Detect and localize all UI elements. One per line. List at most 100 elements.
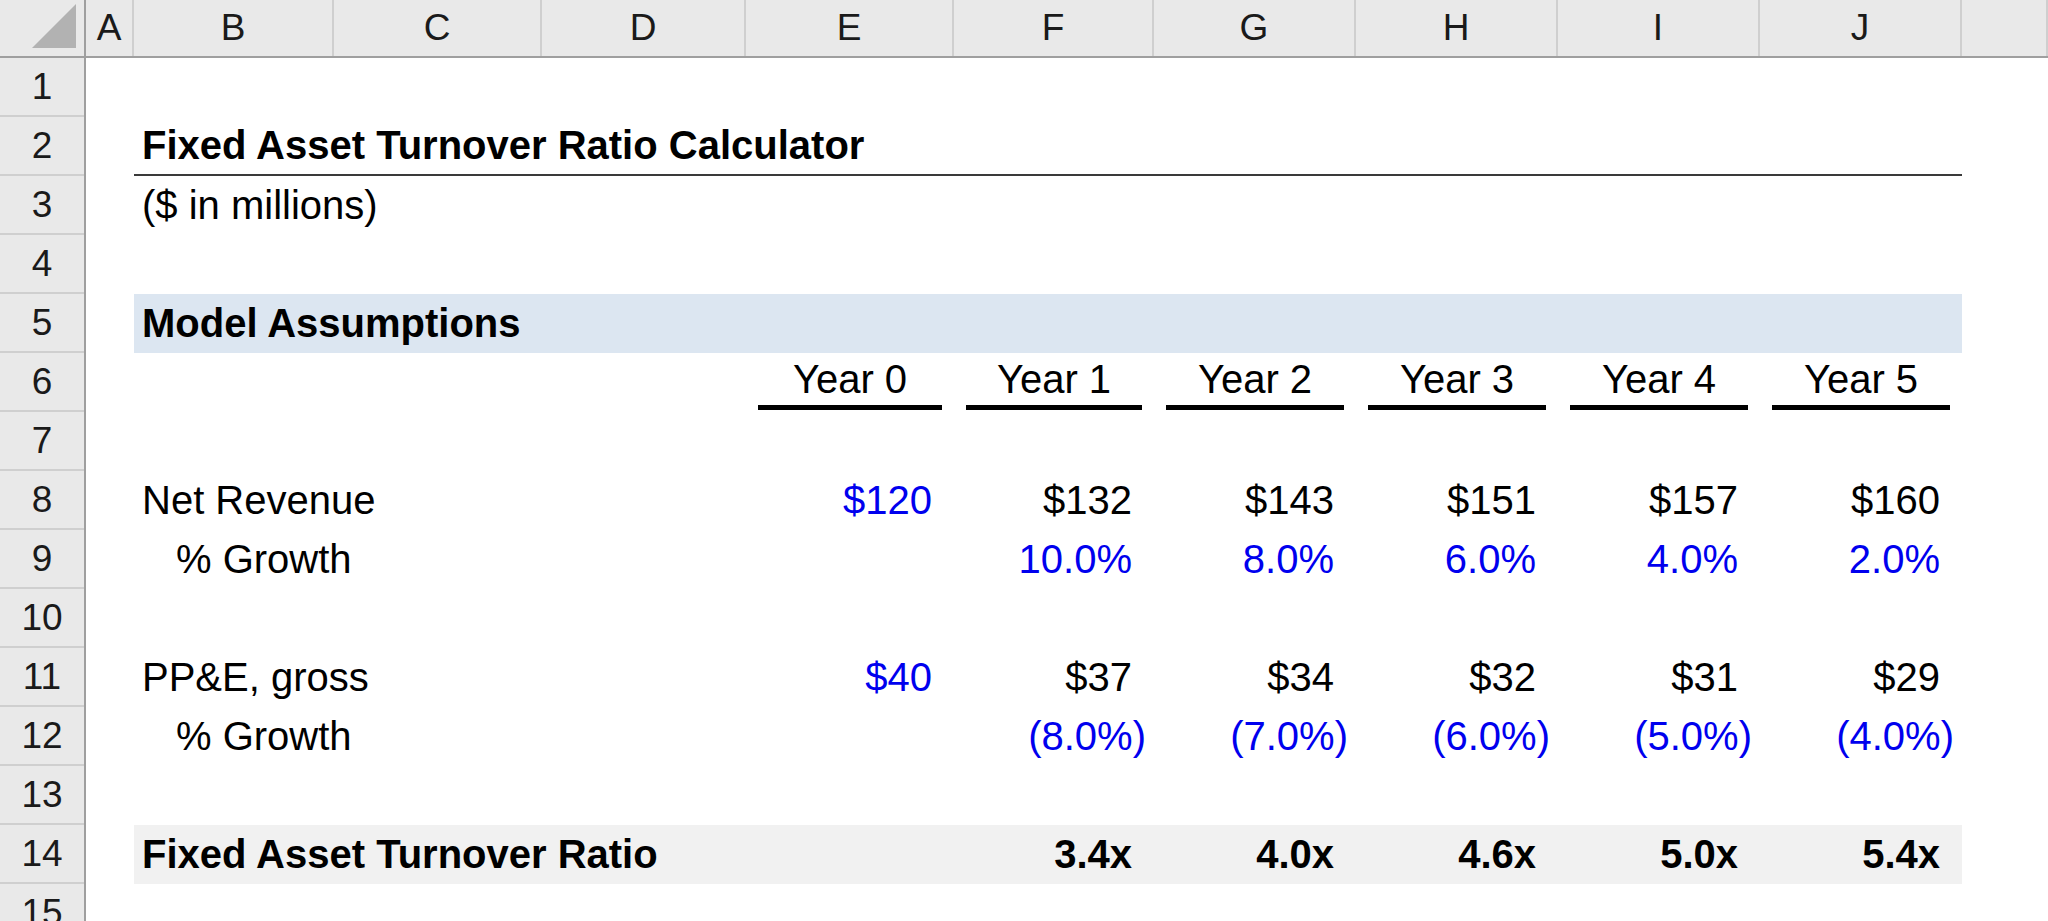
ppe-growth-year4-input-cell[interactable]: (5.0%) [1558, 707, 1760, 766]
revenue-growth-year3-input-cell[interactable]: 6.0% [1356, 530, 1558, 589]
revenue-growth-year4-input-cell[interactable]: 4.0% [1558, 530, 1760, 589]
cell-spacer[interactable] [542, 353, 746, 412]
spreadsheet: A B C D E F G H I J 1 2 3 4 5 6 7 8 9 10… [0, 0, 2048, 921]
column-header-k-partial[interactable] [1962, 0, 2048, 56]
year-header-cell-year4[interactable]: Year 4 [1558, 353, 1760, 412]
accounting-underline: Year 0 [758, 356, 942, 410]
section-header-cell[interactable]: Model Assumptions [134, 294, 1962, 353]
column-header-e[interactable]: E [746, 0, 954, 56]
ppe-gross-year0-input-cell[interactable]: $40 [746, 648, 954, 707]
ppe-growth-year1-input-cell[interactable]: (8.0%) [954, 707, 1154, 766]
accounting-underline: Year 3 [1368, 356, 1546, 410]
revenue-growth-label[interactable]: % Growth [134, 530, 746, 589]
ppe-growth-year0-cell[interactable] [746, 707, 954, 766]
ppe-gross-row: PP&E, gross $40 $37 $34 $32 $31 $29 [86, 648, 1962, 707]
column-header-c[interactable]: C [334, 0, 542, 56]
revenue-growth-year0-cell[interactable] [746, 530, 954, 589]
select-all-triangle-icon [32, 4, 76, 48]
revenue-growth-row: % Growth 10.0% 8.0% 6.0% 4.0% 2.0% [86, 530, 1962, 589]
ppe-growth-label[interactable]: % Growth [134, 707, 746, 766]
ppe-gross-label[interactable]: PP&E, gross [134, 648, 746, 707]
ppe-growth-year2-input-cell[interactable]: (7.0%) [1154, 707, 1356, 766]
page-title[interactable]: Fixed Asset Turnover Ratio Calculator [134, 117, 1962, 176]
accounting-underline: Year 4 [1570, 356, 1748, 410]
column-header-j[interactable]: J [1760, 0, 1962, 56]
cell-spacer[interactable] [86, 825, 134, 884]
column-header-h[interactable]: H [1356, 0, 1558, 56]
ratio-year5-cell[interactable]: 5.4x [1760, 825, 1962, 884]
net-revenue-year4-cell[interactable]: $157 [1558, 471, 1760, 530]
row-header-12[interactable]: 12 [0, 707, 84, 766]
row-header-14[interactable]: 14 [0, 825, 84, 884]
net-revenue-year2-cell[interactable]: $143 [1154, 471, 1356, 530]
net-revenue-year5-cell[interactable]: $160 [1760, 471, 1962, 530]
cell-spacer[interactable] [134, 353, 334, 412]
net-revenue-year1-cell[interactable]: $132 [954, 471, 1154, 530]
accounting-underline: Year 2 [1166, 356, 1344, 410]
year-header-cell-year3[interactable]: Year 3 [1356, 353, 1558, 412]
column-header-row: A B C D E F G H I J [0, 0, 2048, 58]
column-header-d[interactable]: D [542, 0, 746, 56]
ppe-gross-year2-cell[interactable]: $34 [1154, 648, 1356, 707]
ppe-gross-year3-cell[interactable]: $32 [1356, 648, 1558, 707]
subtitle-cell[interactable]: ($ in millions) [134, 176, 1962, 235]
cell-spacer[interactable] [86, 117, 134, 176]
ratio-year0-cell[interactable] [746, 825, 954, 884]
ratio-year3-cell[interactable]: 4.6x [1356, 825, 1558, 884]
row-header-15[interactable]: 15 [0, 884, 84, 921]
year-header-cell-year0[interactable]: Year 0 [746, 353, 954, 412]
row-header-1[interactable]: 1 [0, 58, 84, 117]
cell-spacer[interactable] [86, 648, 134, 707]
ppe-growth-row: % Growth (8.0%) (7.0%) (6.0%) (5.0%) (4.… [86, 707, 1962, 766]
year-header-row: Year 0 Year 1 Year 2 Year 3 Year 4 Year … [86, 353, 1962, 412]
revenue-growth-year2-input-cell[interactable]: 8.0% [1154, 530, 1356, 589]
row-header-column: 1 2 3 4 5 6 7 8 9 10 11 12 13 14 15 [0, 58, 86, 921]
net-revenue-year0-input-cell[interactable]: $120 [746, 471, 954, 530]
title-row: Fixed Asset Turnover Ratio Calculator [86, 117, 1962, 176]
row-header-9[interactable]: 9 [0, 530, 84, 589]
cell-spacer[interactable] [86, 176, 134, 235]
year-header-cell-year1[interactable]: Year 1 [954, 353, 1154, 412]
cell-spacer[interactable] [86, 294, 134, 353]
row-header-3[interactable]: 3 [0, 176, 84, 235]
row-header-11[interactable]: 11 [0, 648, 84, 707]
net-revenue-year3-cell[interactable]: $151 [1356, 471, 1558, 530]
sheet-grid: Fixed Asset Turnover Ratio Calculator ($… [86, 58, 2048, 921]
row-header-10[interactable]: 10 [0, 589, 84, 648]
ppe-gross-year5-cell[interactable]: $29 [1760, 648, 1962, 707]
select-all-button[interactable] [0, 0, 86, 56]
ratio-year2-cell[interactable]: 4.0x [1154, 825, 1356, 884]
row-header-13[interactable]: 13 [0, 766, 84, 825]
row-header-7[interactable]: 7 [0, 412, 84, 471]
column-header-b[interactable]: B [134, 0, 334, 56]
column-header-g[interactable]: G [1154, 0, 1356, 56]
ppe-gross-year1-cell[interactable]: $37 [954, 648, 1154, 707]
cell-spacer[interactable] [86, 471, 134, 530]
section-header-row: Model Assumptions [86, 294, 1962, 353]
row-header-8[interactable]: 8 [0, 471, 84, 530]
row-header-4[interactable]: 4 [0, 235, 84, 294]
column-header-a[interactable]: A [86, 0, 134, 56]
revenue-growth-year5-input-cell[interactable]: 2.0% [1760, 530, 1962, 589]
revenue-growth-year1-input-cell[interactable]: 10.0% [954, 530, 1154, 589]
net-revenue-row: Net Revenue $120 $132 $143 $151 $157 $16… [86, 471, 1962, 530]
cell-spacer[interactable] [86, 353, 134, 412]
ratio-year1-cell[interactable]: 3.4x [954, 825, 1154, 884]
ppe-growth-year3-input-cell[interactable]: (6.0%) [1356, 707, 1558, 766]
row-header-6[interactable]: 6 [0, 353, 84, 412]
cell-spacer[interactable] [86, 530, 134, 589]
ratio-label[interactable]: Fixed Asset Turnover Ratio [134, 825, 746, 884]
ratio-row: Fixed Asset Turnover Ratio 3.4x 4.0x 4.6… [86, 825, 1962, 884]
cell-spacer[interactable] [86, 707, 134, 766]
year-header-cell-year2[interactable]: Year 2 [1154, 353, 1356, 412]
row-header-5[interactable]: 5 [0, 294, 84, 353]
year-header-cell-year5[interactable]: Year 5 [1760, 353, 1962, 412]
ratio-year4-cell[interactable]: 5.0x [1558, 825, 1760, 884]
column-header-f[interactable]: F [954, 0, 1154, 56]
ppe-growth-year5-input-cell[interactable]: (4.0%) [1760, 707, 1962, 766]
row-header-2[interactable]: 2 [0, 117, 84, 176]
cell-spacer[interactable] [334, 353, 542, 412]
net-revenue-label[interactable]: Net Revenue [134, 471, 746, 530]
column-header-i[interactable]: I [1558, 0, 1760, 56]
ppe-gross-year4-cell[interactable]: $31 [1558, 648, 1760, 707]
